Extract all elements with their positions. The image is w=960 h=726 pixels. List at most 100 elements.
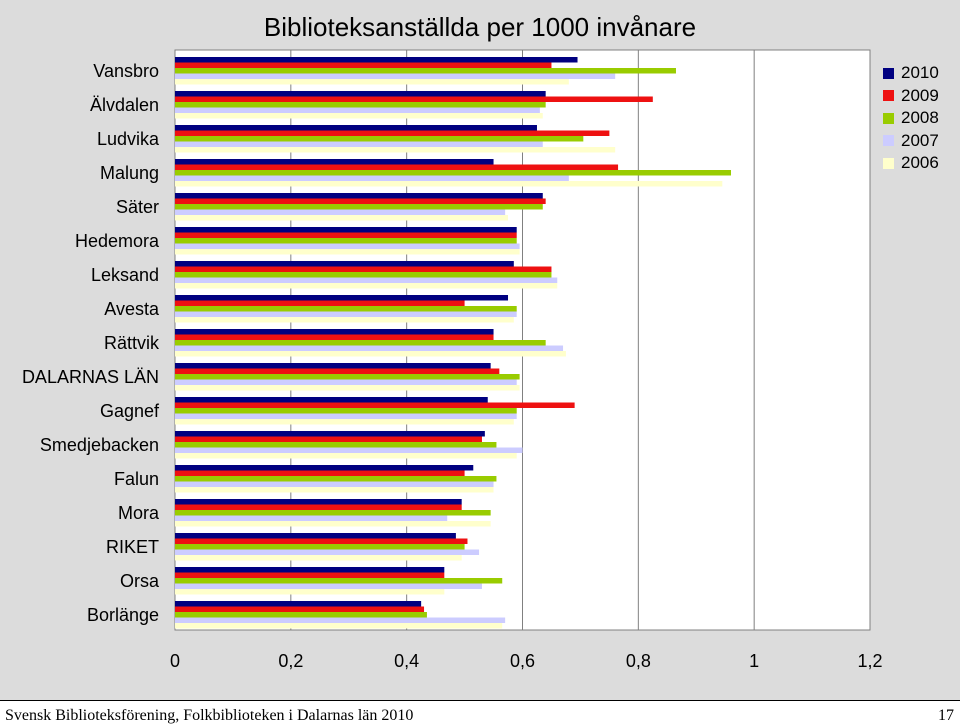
bar xyxy=(175,436,482,442)
category-label: Ludvika xyxy=(97,129,160,149)
bar xyxy=(175,623,503,629)
bar xyxy=(175,215,509,221)
bar xyxy=(175,141,543,147)
bar xyxy=(175,612,427,618)
category-label: Älvdalen xyxy=(90,95,159,115)
bar xyxy=(175,544,465,550)
category-label: Smedjebacken xyxy=(40,435,159,455)
bar xyxy=(175,351,566,357)
category-label: RIKET xyxy=(106,537,159,557)
bar xyxy=(175,193,543,199)
bar xyxy=(175,266,552,272)
bar xyxy=(175,481,494,487)
bar xyxy=(175,385,520,391)
bar xyxy=(175,521,491,527)
bar xyxy=(175,487,494,493)
bar xyxy=(175,431,485,437)
bar xyxy=(175,368,500,374)
x-tick-labels: 0 0,2 0,4 0,6 0,8 1 1,2 xyxy=(170,651,883,671)
x-tick-label: 0,2 xyxy=(278,651,303,671)
bar xyxy=(175,379,517,385)
bar xyxy=(175,606,425,612)
bar xyxy=(175,374,520,380)
legend-swatch xyxy=(883,67,894,79)
bar xyxy=(175,465,474,471)
category-labels: Vansbro Älvdalen Ludvika Malung Säter Hedemor… xyxy=(22,61,160,625)
bar xyxy=(175,170,731,176)
category-label: Leksand xyxy=(91,265,159,285)
legend-label: 2008 xyxy=(901,108,939,128)
legend-item: 2008 xyxy=(883,107,939,130)
category-label: Mora xyxy=(118,503,160,523)
bar xyxy=(175,306,517,312)
bar xyxy=(175,413,517,419)
legend-label: 2009 xyxy=(901,85,939,105)
bar xyxy=(175,159,494,165)
bar xyxy=(175,181,723,187)
legend-item: 2006 xyxy=(883,152,939,175)
bar xyxy=(175,209,506,215)
category-label: Avesta xyxy=(104,299,160,319)
bar xyxy=(175,277,558,283)
x-tick-label: 1,2 xyxy=(857,651,882,671)
bar xyxy=(175,73,616,79)
bar xyxy=(175,533,456,539)
bar xyxy=(175,238,517,244)
legend-label: 2010 xyxy=(901,63,939,83)
bar xyxy=(175,136,584,142)
bar xyxy=(175,79,569,85)
bar xyxy=(175,147,616,153)
legend: 2010 2009 2008 2007 2006 xyxy=(883,62,939,175)
bar xyxy=(175,363,491,369)
x-tick-label: 0,8 xyxy=(626,651,651,671)
bar xyxy=(175,261,514,267)
category-label: Falun xyxy=(114,469,159,489)
bar xyxy=(175,402,575,408)
x-tick-label: 0,4 xyxy=(394,651,419,671)
x-tick-label: 0,6 xyxy=(510,651,535,671)
bar xyxy=(175,91,546,97)
bar xyxy=(175,408,517,414)
legend-swatch xyxy=(883,135,894,147)
bar xyxy=(175,125,537,131)
bar xyxy=(175,107,540,113)
bar xyxy=(175,295,509,301)
bar xyxy=(175,340,546,346)
bar xyxy=(175,96,653,102)
page-number: 17 xyxy=(938,707,954,724)
category-label: Rättvik xyxy=(104,333,160,353)
bar xyxy=(175,589,445,595)
bar xyxy=(175,68,676,74)
bar xyxy=(175,549,480,555)
bar xyxy=(175,419,514,425)
x-tick-label: 1 xyxy=(749,651,759,671)
category-label: Orsa xyxy=(120,571,160,591)
bar xyxy=(175,345,564,351)
legend-swatch xyxy=(883,157,894,169)
category-label: Hedemora xyxy=(75,231,160,251)
bar xyxy=(175,232,517,238)
bar xyxy=(175,272,552,278)
bar xyxy=(175,555,462,561)
legend-item: 2007 xyxy=(883,130,939,153)
bars xyxy=(175,57,731,629)
bar xyxy=(175,583,482,589)
bar xyxy=(175,442,497,448)
bar xyxy=(175,300,465,306)
bar xyxy=(175,504,462,510)
bar xyxy=(175,175,569,181)
legend-item: 2010 xyxy=(883,62,939,85)
page-footer: Svensk Biblioteksförening, Folkbibliotek… xyxy=(0,700,960,726)
bar xyxy=(175,617,506,623)
bar xyxy=(175,334,494,340)
bar xyxy=(175,397,488,403)
category-label: Borlänge xyxy=(87,605,159,625)
category-label: Säter xyxy=(116,197,159,217)
category-label: DALARNAS LÄN xyxy=(22,367,159,387)
legend-label: 2006 xyxy=(901,153,939,173)
bar xyxy=(175,515,448,521)
x-tick-label: 0 xyxy=(170,651,180,671)
legend-swatch xyxy=(883,90,894,102)
bar xyxy=(175,283,558,289)
bar xyxy=(175,57,578,63)
